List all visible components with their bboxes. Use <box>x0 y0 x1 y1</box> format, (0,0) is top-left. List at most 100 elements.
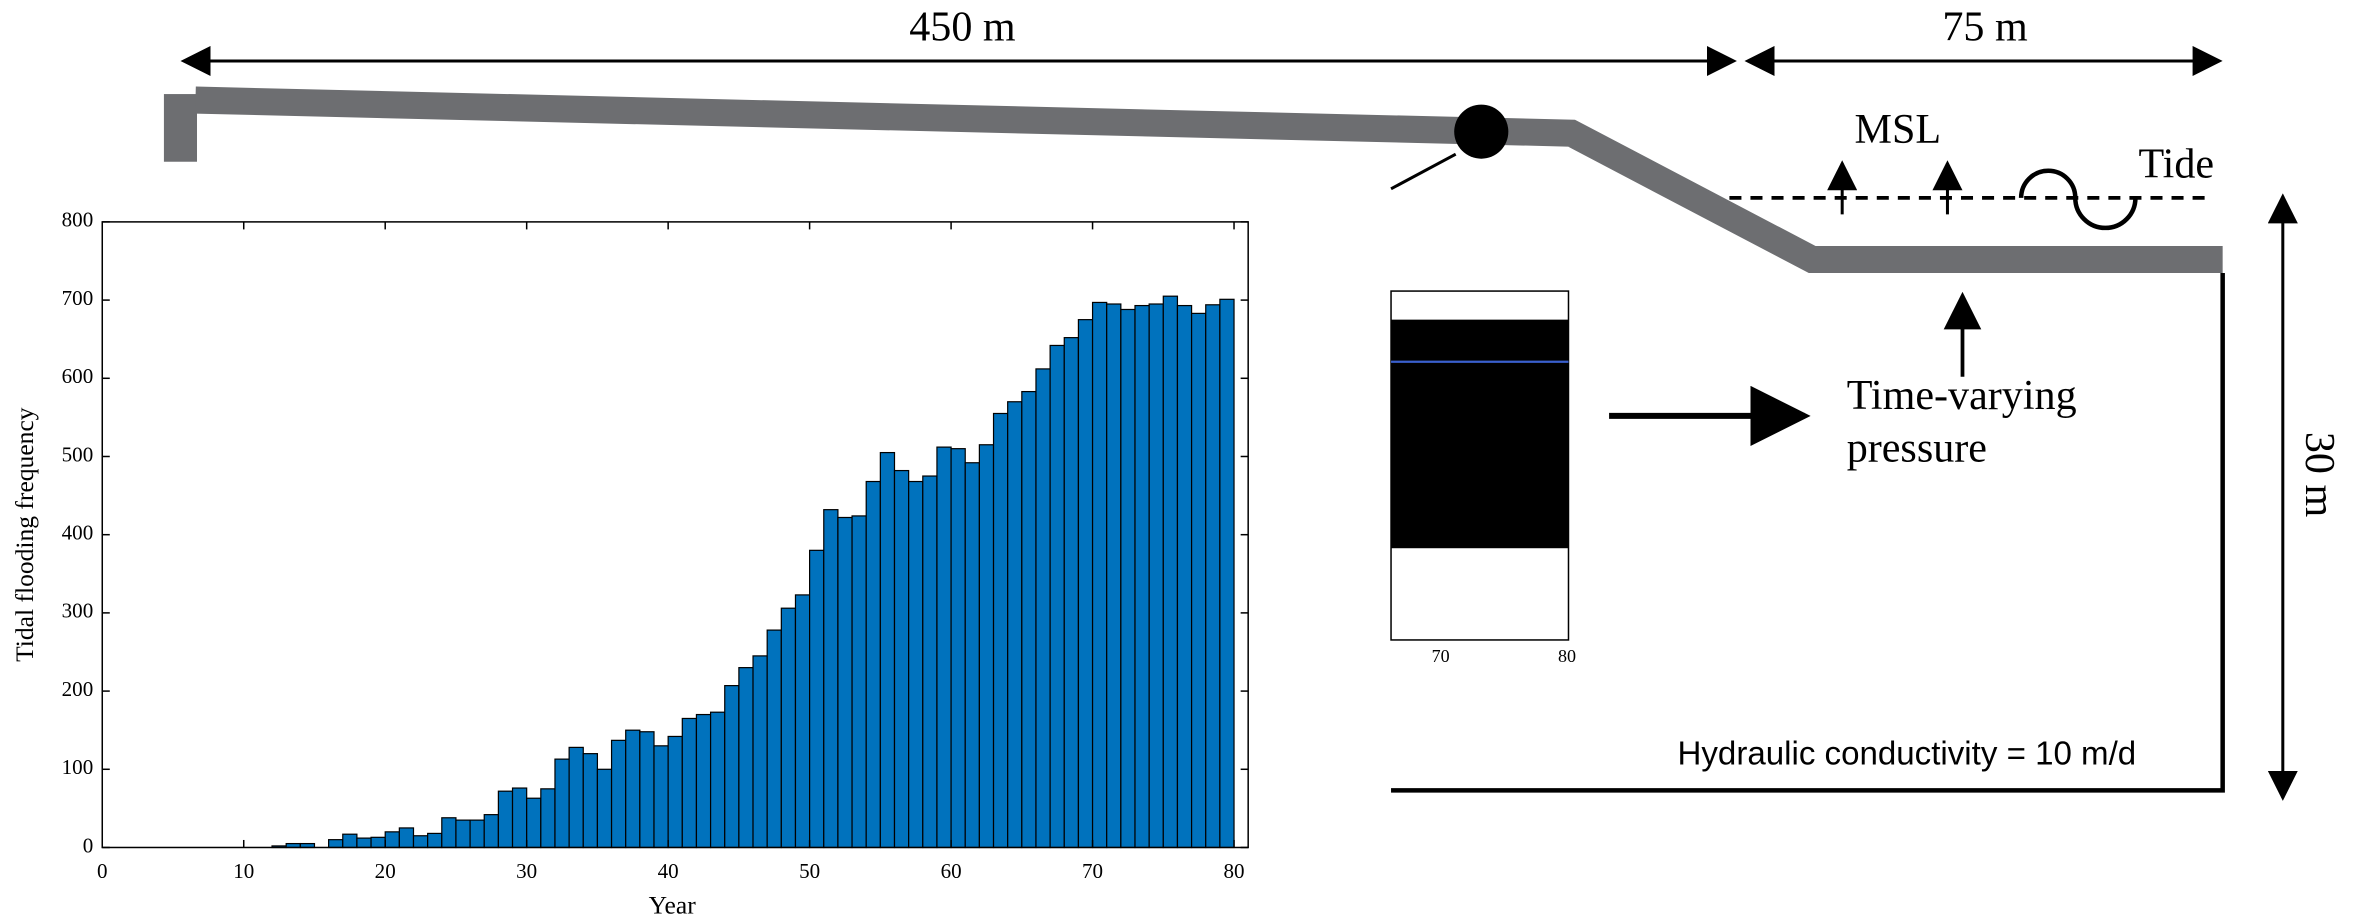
bar <box>1007 401 1023 849</box>
bar <box>695 713 712 849</box>
bar <box>1091 301 1108 849</box>
bar <box>1049 344 1065 849</box>
conductivity-label: Hydraulic conductivity = 10 m/d <box>1678 735 2137 772</box>
msl-label: MSL <box>1855 106 1942 153</box>
bar <box>568 746 584 849</box>
y-tick-label: 500 <box>62 442 94 466</box>
x-tick-label: 80 <box>1224 859 1245 883</box>
x-tick-label: 70 <box>1082 859 1103 883</box>
bar <box>384 831 400 849</box>
bar <box>653 745 669 849</box>
y-tick-label: 0 <box>83 833 94 857</box>
bar <box>1205 304 1221 849</box>
bar <box>412 835 429 849</box>
bar <box>610 739 627 849</box>
bar <box>1134 304 1150 849</box>
domain-boundary <box>1391 273 2225 793</box>
bar <box>342 833 358 849</box>
beam-stub <box>163 94 198 162</box>
bar <box>328 839 344 849</box>
x-axis-title: Year <box>649 890 697 919</box>
dimension-label: 75 m <box>1942 4 2028 51</box>
bar <box>922 475 938 849</box>
bar <box>978 444 995 849</box>
bar <box>709 711 726 849</box>
x-tick-label: 20 <box>375 859 396 883</box>
dimension-label: 450 m <box>909 4 1016 51</box>
bar <box>526 797 542 849</box>
bar <box>1021 390 1037 849</box>
bar <box>596 768 613 849</box>
bar <box>427 832 443 849</box>
bar <box>554 758 570 849</box>
bar <box>398 827 415 849</box>
x-tick-label: 0 <box>97 859 108 883</box>
bar <box>851 515 867 849</box>
bar <box>441 817 457 849</box>
bar <box>992 412 1009 849</box>
y-tick-label: 600 <box>62 364 94 388</box>
observation-point <box>1454 104 1509 159</box>
bar <box>1176 304 1193 849</box>
dimension-label: 30 m <box>2296 432 2343 518</box>
bar <box>936 446 952 849</box>
pressure-label: pressure <box>1847 425 1987 472</box>
y-tick-label: 700 <box>62 286 94 310</box>
bar <box>370 836 386 849</box>
bar <box>752 655 768 849</box>
inset-tick-label: 80 <box>1558 646 1576 666</box>
bar <box>964 462 980 849</box>
bar <box>794 594 811 849</box>
bar <box>1162 295 1179 849</box>
bar <box>455 819 471 849</box>
y-tick-label: 100 <box>62 755 94 779</box>
bar <box>667 735 683 849</box>
x-tick-label: 10 <box>233 859 254 883</box>
x-tick-label: 30 <box>516 859 537 883</box>
bar <box>1148 303 1164 849</box>
x-tick-label: 50 <box>799 859 820 883</box>
bar <box>1106 303 1122 849</box>
x-tick-label: 60 <box>941 859 962 883</box>
tide-label: Tide <box>2138 140 2214 187</box>
bar <box>865 480 881 849</box>
bar <box>893 469 910 849</box>
y-axis-title: Tidal flooding frequency <box>10 407 39 662</box>
ground-surface <box>195 86 2223 274</box>
bar <box>908 480 924 849</box>
pressure-label: Time-varying <box>1847 372 2077 419</box>
bar <box>724 685 740 849</box>
bar <box>625 729 641 849</box>
bar <box>356 837 372 849</box>
bar <box>582 753 599 849</box>
bar <box>950 448 966 849</box>
bar <box>1077 319 1094 849</box>
bar <box>511 787 528 849</box>
y-tick-label: 800 <box>62 208 94 232</box>
bar <box>879 451 896 849</box>
tide-symbol <box>2018 168 2138 231</box>
bar <box>809 549 825 849</box>
bar <box>1219 298 1235 849</box>
bar <box>1120 308 1136 849</box>
inset-tick-label: 70 <box>1432 646 1450 666</box>
bar <box>639 731 655 849</box>
bar <box>469 819 485 849</box>
y-tick-label: 400 <box>62 521 94 545</box>
bar <box>540 788 556 849</box>
bar <box>681 717 698 849</box>
inset-signal <box>1391 319 1569 549</box>
bar <box>497 790 514 849</box>
x-tick-label: 40 <box>658 859 679 883</box>
y-tick-label: 300 <box>62 599 94 623</box>
bar <box>483 814 499 849</box>
pointer <box>1390 152 1457 191</box>
bar <box>1063 337 1080 849</box>
bar <box>780 607 797 849</box>
bar <box>766 629 782 849</box>
y-tick-label: 200 <box>62 677 94 701</box>
bar <box>1190 312 1207 849</box>
bar <box>738 667 754 849</box>
